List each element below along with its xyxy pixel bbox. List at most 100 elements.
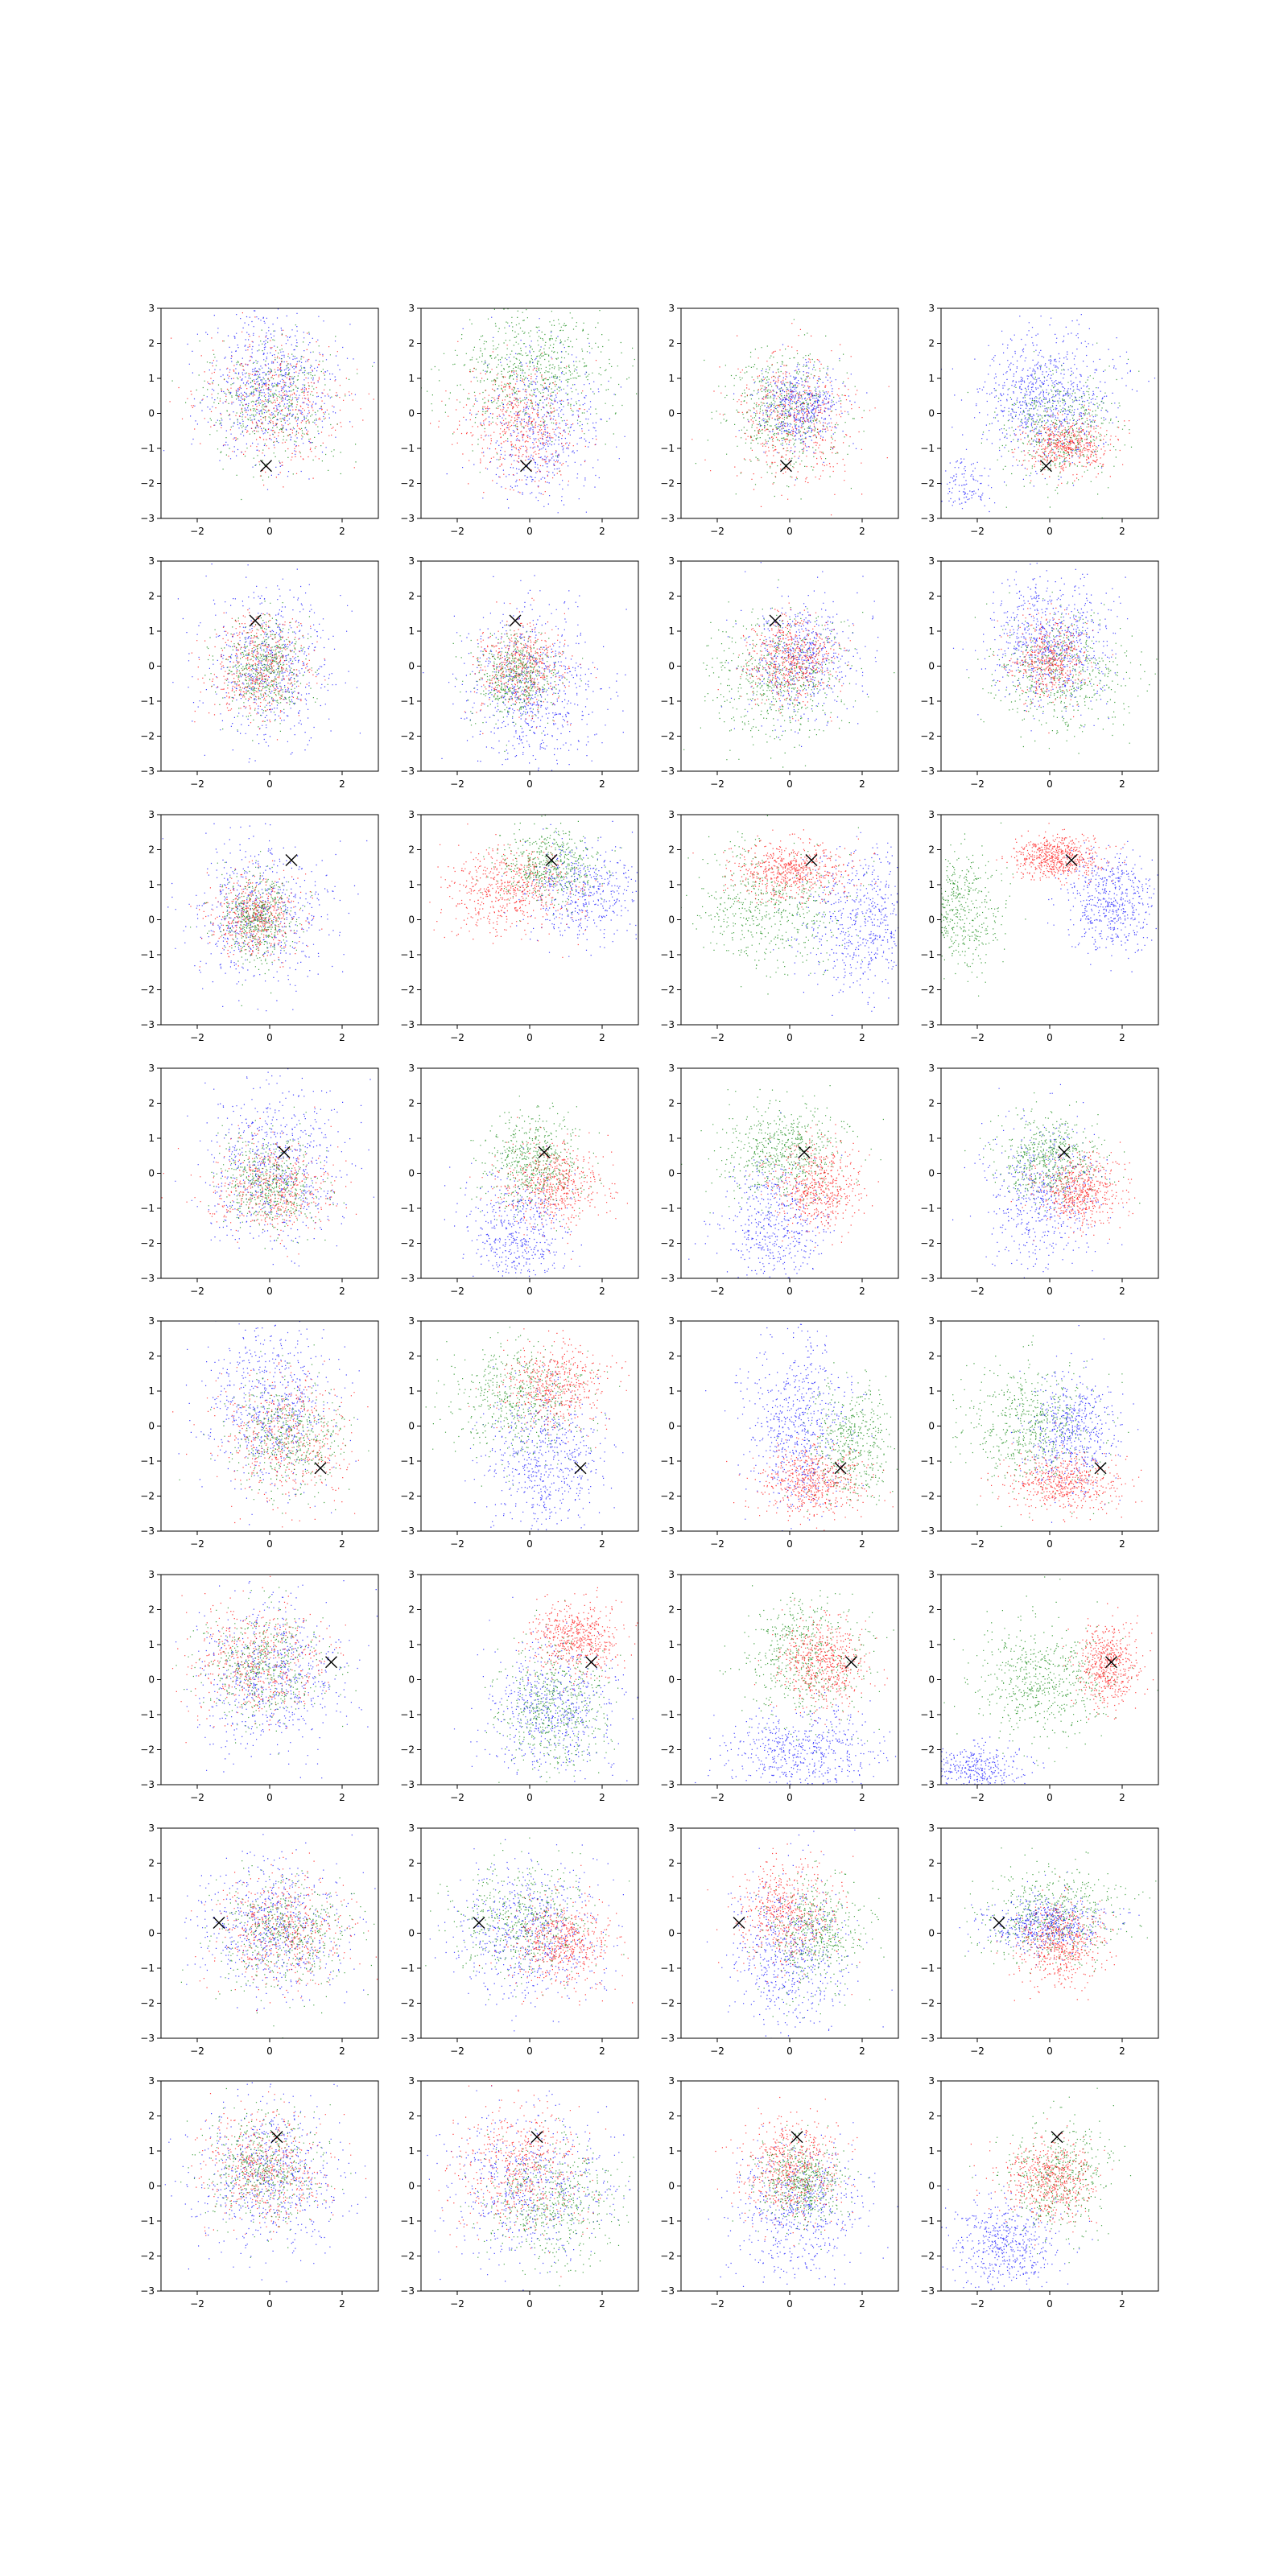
y-tick-label: 1 — [408, 625, 415, 637]
x-tick-label: 2 — [599, 2046, 605, 2057]
point-cluster-r-2 — [717, 602, 855, 722]
y-tick-label: 2 — [928, 1098, 935, 1109]
y-tick-label: 2 — [928, 2111, 935, 2122]
x-tick-label: −2 — [970, 2298, 985, 2310]
y-tick-label: −2 — [140, 2251, 155, 2262]
subplot-r5-c0: −2 0 2 −3 −2 −1 0 1 2 3 — [140, 1569, 379, 1803]
subplot-r6-c2: −2 0 2 −3 −2 −1 0 1 2 3 — [660, 1823, 899, 2057]
point-cluster-r-2 — [1011, 404, 1130, 486]
point-cluster-g-2 — [171, 324, 374, 501]
axes-frame — [680, 2080, 899, 2292]
x-tick-label: −2 — [450, 1286, 464, 1297]
x-tick-label: 0 — [786, 2046, 793, 2057]
x-tick-label: 2 — [339, 1032, 345, 1043]
point-cluster-b-0 — [162, 823, 368, 1012]
y-tick-label: 2 — [408, 591, 415, 602]
subplot-r1-c3: −2 0 2 −3 −2 −1 0 1 2 3 — [920, 555, 1159, 790]
y-tick-label: 3 — [928, 1315, 935, 1327]
y-tick-label: 3 — [408, 1315, 415, 1327]
x-tick-label: −2 — [450, 1792, 464, 1803]
scatter-points — [171, 1575, 378, 1779]
y-tick-label: 0 — [148, 1674, 155, 1686]
y-tick-label: 1 — [668, 1893, 675, 1904]
y-tick-label: 1 — [408, 373, 415, 384]
x-tick-label: 2 — [1119, 1792, 1125, 1803]
x-marker — [545, 854, 558, 867]
subplot-r5-c3: −2 0 2 −3 −2 −1 0 1 2 3 — [920, 1569, 1159, 1803]
y-tick-label: 0 — [148, 661, 155, 672]
point-cluster-r-1 — [469, 1117, 628, 1260]
y-tick-label: 0 — [928, 1168, 935, 1179]
y-tick-label: 2 — [408, 844, 415, 856]
subplot-r7-c3: −2 0 2 −3 −2 −1 0 1 2 3 — [920, 2075, 1159, 2310]
scatter-points — [950, 1325, 1143, 1527]
y-tick-label: −1 — [660, 2215, 675, 2227]
axes-frame — [160, 1574, 379, 1785]
x-tick-label: 0 — [526, 1286, 533, 1297]
y-tick-label: 2 — [148, 1858, 155, 1869]
axes-frame — [680, 1067, 899, 1279]
x-tick-label: 2 — [859, 778, 865, 790]
y-tick-label: −2 — [920, 1998, 935, 2009]
point-cluster-b-1 — [1010, 1325, 1139, 1523]
x-tick-label: 2 — [339, 2298, 345, 2310]
axes-frame — [160, 308, 379, 519]
point-cluster-b-0 — [706, 1829, 893, 2038]
y-tick-label: 2 — [148, 1098, 155, 1109]
subplot-r4-c0: −2 0 2 −3 −2 −1 0 1 2 3 — [140, 1315, 379, 1550]
y-tick-label: 0 — [408, 1674, 415, 1686]
y-tick-label: −1 — [920, 949, 935, 960]
point-cluster-r-2 — [993, 603, 1113, 734]
y-tick-label: 3 — [148, 809, 155, 820]
axes-frame — [160, 1067, 379, 1279]
point-cluster-b-0 — [164, 2082, 367, 2283]
y-tick-label: 0 — [928, 1928, 935, 1939]
scatter-points — [444, 1096, 628, 1278]
y-tick-label: 0 — [668, 408, 675, 419]
point-cluster-r-1 — [429, 824, 603, 958]
axes-frame — [420, 308, 639, 519]
y-tick-label: −2 — [140, 1744, 155, 1756]
point-cluster-b-0 — [464, 1360, 624, 1530]
scatter-points — [941, 1576, 1158, 1785]
x-tick-label: 0 — [1046, 526, 1053, 537]
x-tick-label: 0 — [1046, 1538, 1053, 1550]
y-tick-label: −3 — [660, 766, 675, 777]
x-tick-label: 2 — [1119, 2046, 1125, 2057]
y-tick-label: −1 — [400, 1203, 415, 1214]
point-cluster-g-1 — [964, 1092, 1141, 1214]
x-tick-label: 0 — [526, 1032, 533, 1043]
point-cluster-r-2 — [753, 1600, 888, 1725]
y-tick-label: 1 — [928, 373, 935, 384]
x-tick-label: 0 — [1046, 1032, 1053, 1043]
x-tick-label: 0 — [266, 526, 273, 537]
x-tick-label: −2 — [710, 778, 724, 790]
y-tick-label: −3 — [140, 1525, 155, 1537]
y-tick-label: 3 — [148, 1063, 155, 1074]
y-tick-label: −2 — [140, 1491, 155, 1502]
y-tick-label: −1 — [400, 2215, 415, 2227]
y-tick-label: −2 — [920, 2251, 935, 2262]
point-cluster-b-0 — [705, 1323, 873, 1531]
y-tick-label: −3 — [400, 513, 415, 524]
x-tick-label: 0 — [786, 1538, 793, 1550]
x-tick-label: 2 — [339, 1792, 345, 1803]
x-tick-label: 2 — [1119, 2298, 1125, 2310]
y-tick-label: −3 — [400, 1019, 415, 1030]
y-tick-label: 1 — [408, 2145, 415, 2157]
x-tick-label: 2 — [859, 1032, 865, 1043]
y-tick-label: 1 — [148, 373, 155, 384]
y-tick-label: 3 — [668, 1569, 675, 1580]
x-tick-label: 2 — [339, 2046, 345, 2057]
x-tick-label: −2 — [190, 2298, 204, 2310]
point-cluster-g-1 — [460, 2117, 634, 2287]
y-tick-label: 2 — [668, 1858, 675, 1869]
point-cluster-r-1 — [190, 860, 323, 968]
y-tick-label: 0 — [668, 1928, 675, 1939]
y-tick-label: −2 — [920, 731, 935, 742]
y-tick-label: 1 — [408, 1133, 415, 1144]
point-cluster-g-0 — [695, 319, 865, 500]
subplot-r4-c3: −2 0 2 −3 −2 −1 0 1 2 3 — [920, 1315, 1159, 1550]
x-tick-label: −2 — [710, 1792, 724, 1803]
y-tick-label: 2 — [148, 338, 155, 349]
